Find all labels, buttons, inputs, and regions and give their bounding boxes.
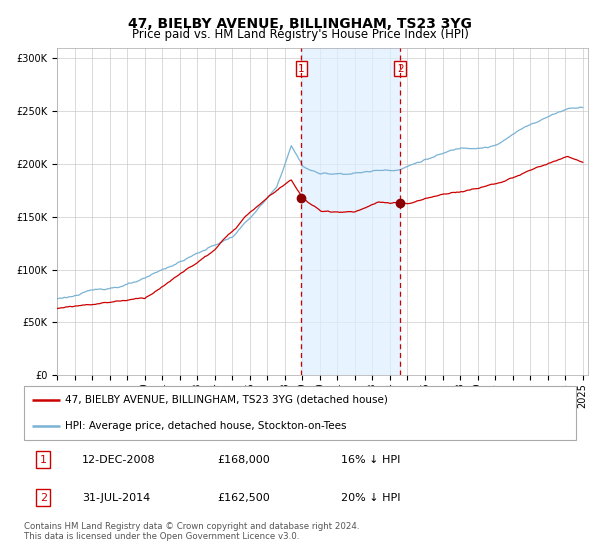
Text: £162,500: £162,500 (217, 493, 270, 502)
Text: £168,000: £168,000 (217, 455, 270, 465)
Text: 47, BIELBY AVENUE, BILLINGHAM, TS23 3YG: 47, BIELBY AVENUE, BILLINGHAM, TS23 3YG (128, 16, 472, 30)
Text: 20% ↓ HPI: 20% ↓ HPI (341, 493, 401, 502)
Text: Price paid vs. HM Land Registry's House Price Index (HPI): Price paid vs. HM Land Registry's House … (131, 28, 469, 41)
Text: 1: 1 (298, 64, 305, 74)
Text: 2: 2 (397, 64, 403, 74)
Text: 47, BIELBY AVENUE, BILLINGHAM, TS23 3YG (detached house): 47, BIELBY AVENUE, BILLINGHAM, TS23 3YG … (65, 395, 388, 405)
Text: 1: 1 (40, 455, 47, 465)
Text: 12-DEC-2008: 12-DEC-2008 (82, 455, 155, 465)
Text: 2: 2 (40, 493, 47, 502)
Bar (301, 48, 400, 375)
FancyBboxPatch shape (24, 386, 576, 440)
Text: HPI: Average price, detached house, Stockton-on-Tees: HPI: Average price, detached house, Stoc… (65, 421, 347, 431)
Text: Contains HM Land Registry data © Crown copyright and database right 2024.
This d: Contains HM Land Registry data © Crown c… (24, 522, 359, 542)
Text: 31-JUL-2014: 31-JUL-2014 (82, 493, 150, 502)
Text: 16% ↓ HPI: 16% ↓ HPI (341, 455, 401, 465)
